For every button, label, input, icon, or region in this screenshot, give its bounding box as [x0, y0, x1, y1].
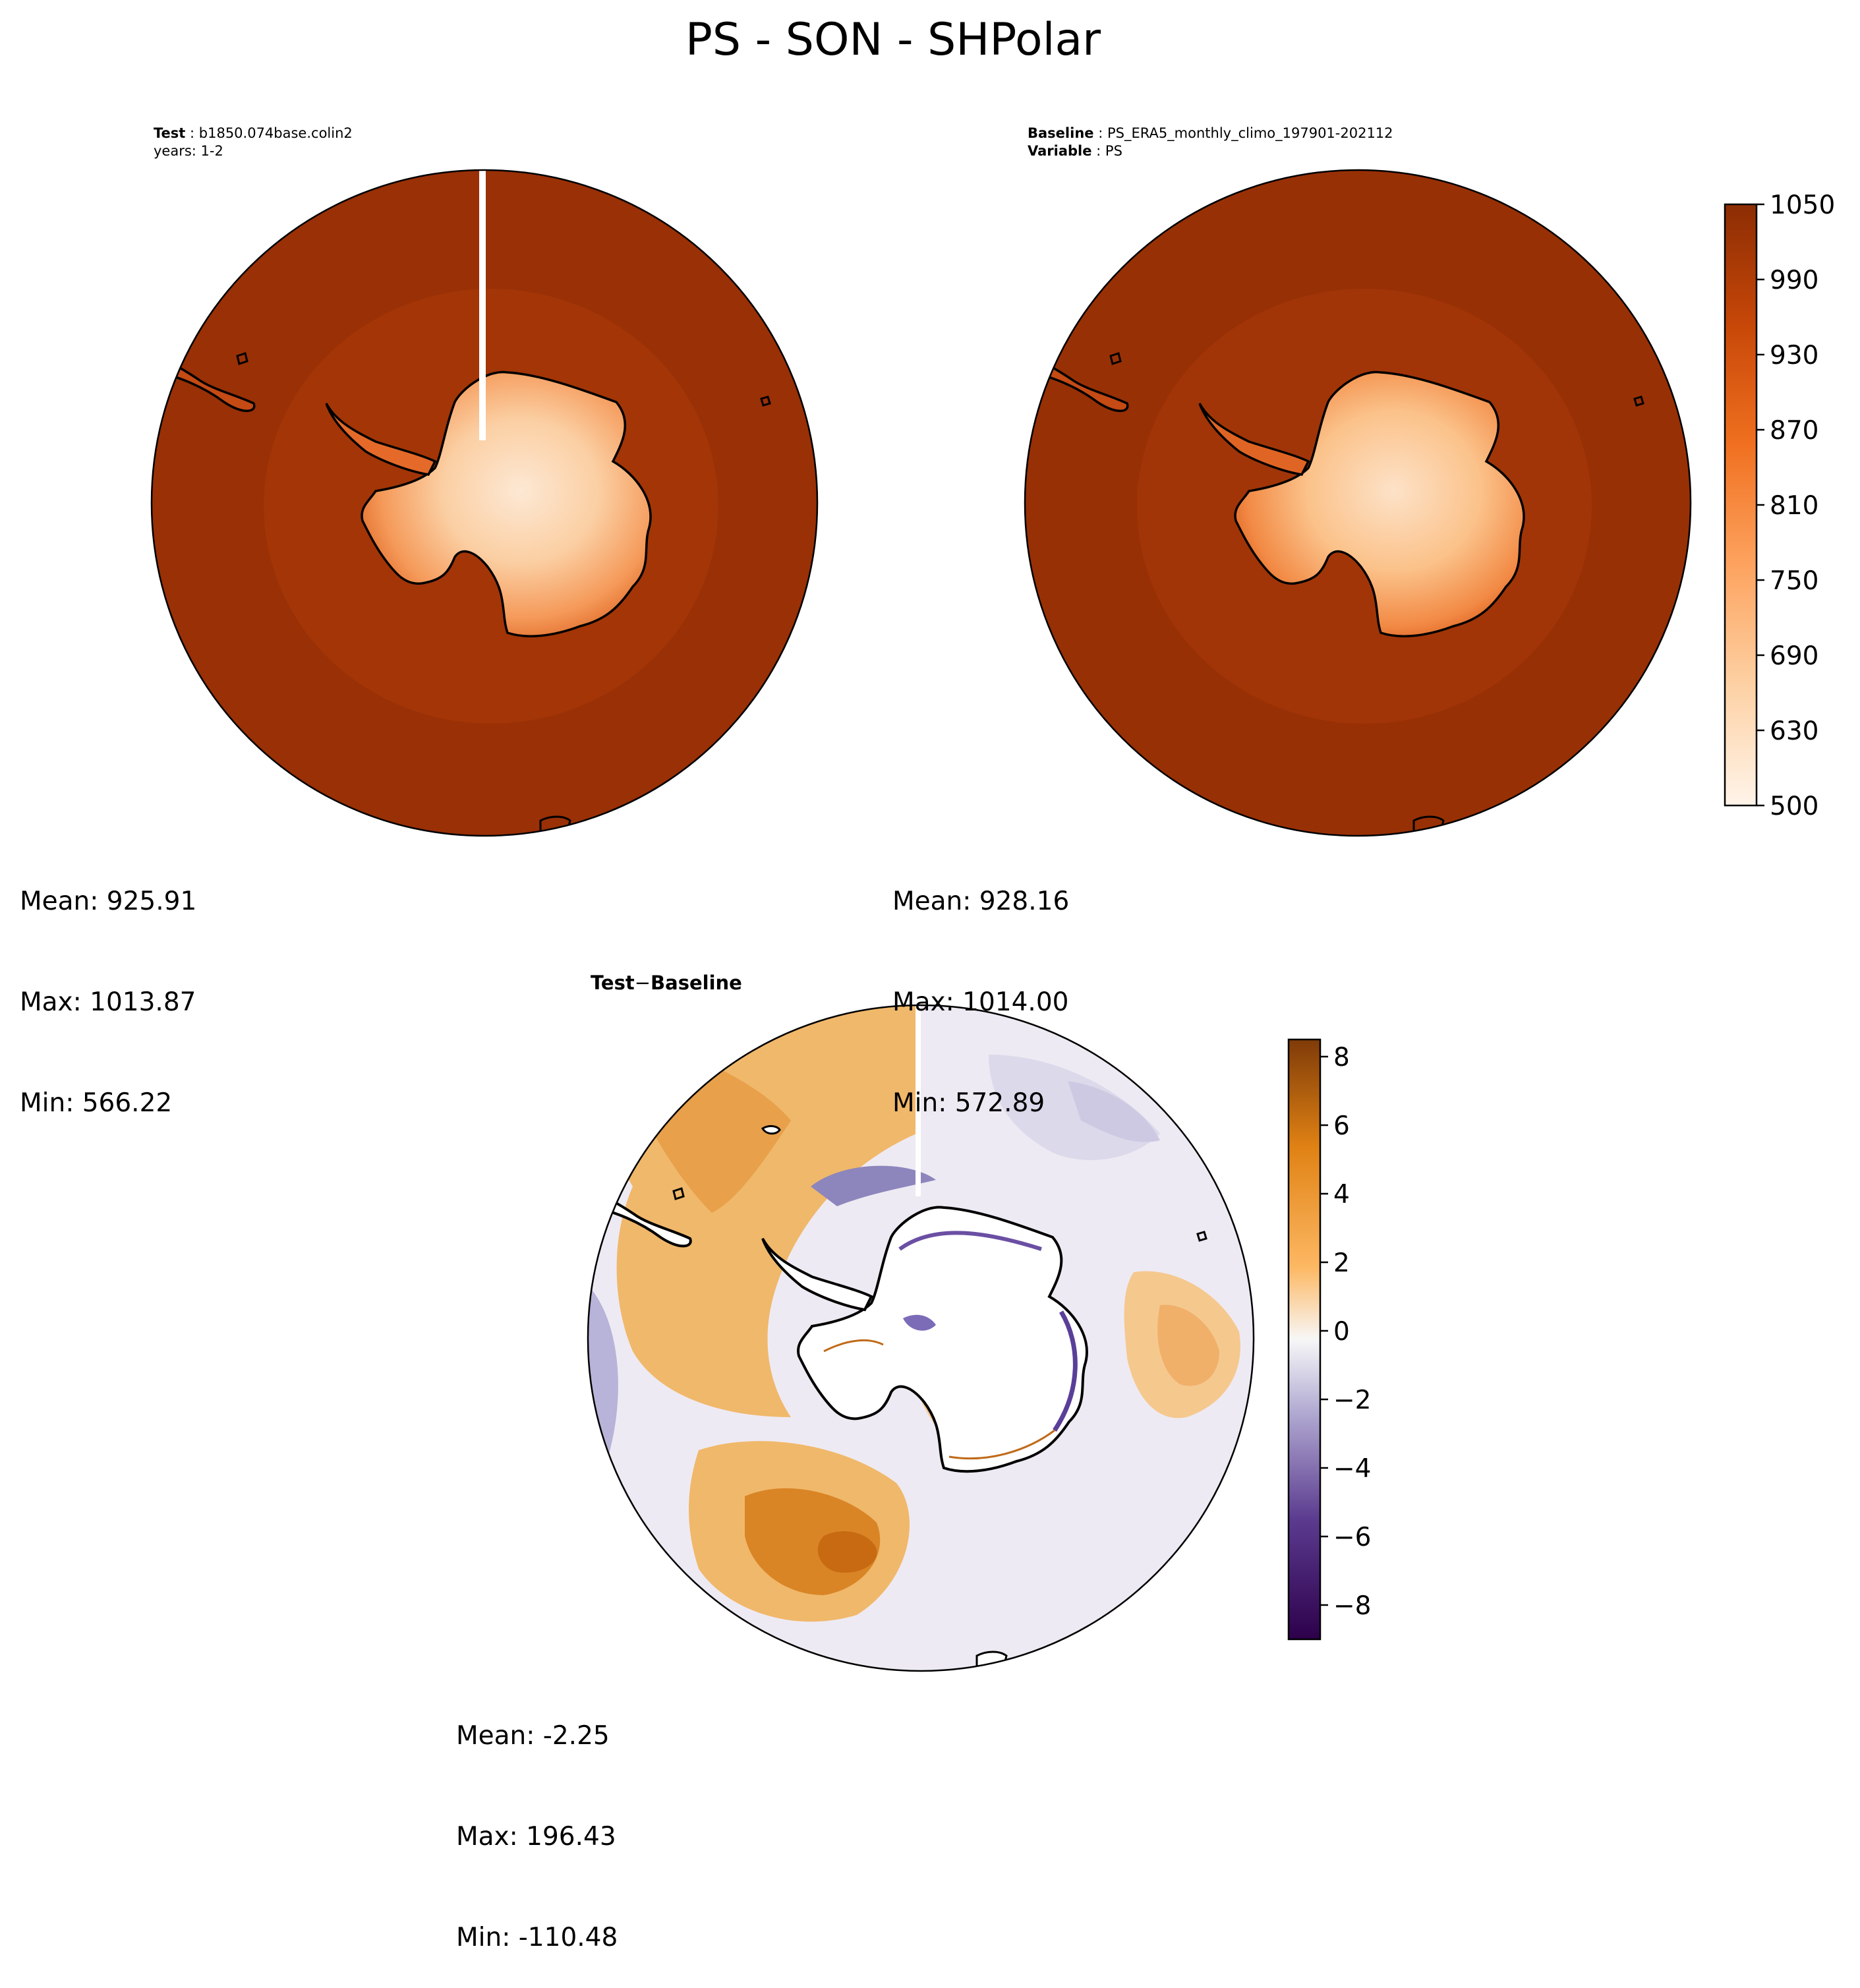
pressure-colorbar-tick-label: 870	[1770, 416, 1818, 446]
difference-colorbar-tick-label: −6	[1333, 1523, 1372, 1552]
baseline-variable-label: Variable : PS	[1028, 143, 1122, 159]
diff-coastal-contour	[898, 1231, 1042, 1251]
pressure-colorbar	[1724, 203, 1758, 807]
difference-colorbar-tick-label: 2	[1333, 1248, 1350, 1278]
diff-coastal-contour	[823, 1339, 884, 1353]
diff-positive-region	[1157, 1304, 1219, 1386]
diff-negative-region	[1068, 1081, 1160, 1142]
diff-map-frame	[587, 1004, 1255, 1672]
diff-coastal-contour	[1053, 1310, 1078, 1432]
baseline-stats: Mean: 928.16 Max: 1014.00 Min: 572.89	[892, 817, 1069, 1154]
test-island	[236, 352, 248, 365]
difference-colorbar-tick-label: −4	[1333, 1454, 1372, 1484]
diff-strong-positive-region	[817, 1531, 877, 1573]
difference-colorbar-tick-label: −2	[1333, 1386, 1372, 1415]
diff-panel: Test−Baseline	[587, 972, 1372, 1672]
figure-canvas: PS - SON - SHPolar Test : b1850.074base.…	[150, 14, 1835, 1672]
difference-colorbar-tick-label: 0	[1333, 1317, 1350, 1347]
diff-coastal-contour	[948, 1429, 1055, 1460]
baseline-antarctica	[1234, 370, 1525, 637]
pressure-colorbar-tick-label: 810	[1770, 491, 1818, 521]
test-years-label: years: 1-2	[154, 143, 223, 159]
baseline-island	[1109, 352, 1122, 365]
pressure-colorbar-tick-label: 990	[1770, 266, 1818, 295]
baseline-map	[1025, 170, 1691, 836]
diff-stat-mean: Mean: -2.25	[456, 1721, 610, 1751]
test-stat-min: Min: 566.22	[20, 1088, 173, 1118]
pressure-colorbar-tick-label: 630	[1770, 716, 1818, 746]
figure-title: PS - SON - SHPolar	[685, 14, 1101, 66]
test-stat-mean: Mean: 925.91	[20, 887, 197, 916]
pressure-colorbar-tick-label: 930	[1770, 341, 1818, 370]
diff-label: Test−Baseline	[591, 972, 742, 994]
baseline-island	[1633, 395, 1644, 407]
test-panel: Test : b1850.074base.colin2 years: 1-2	[150, 125, 819, 837]
diff-map	[588, 1005, 1254, 1671]
test-label: Test : b1850.074base.colin2	[154, 125, 353, 141]
diff-negative-region	[811, 1165, 936, 1206]
diff-stat-max: Max: 196.43	[456, 1822, 616, 1852]
difference-colorbar-tick-label: −8	[1333, 1591, 1372, 1621]
diff-interior-patch	[903, 1314, 936, 1331]
baseline-map-frame	[1024, 169, 1692, 837]
difference-colorbar-ticks: −8 −6 −4 −2 0 2 4 6 8	[1320, 1043, 1372, 1621]
baseline-panel: Baseline : PS_ERA5_monthly_climo_197901-…	[1024, 125, 1835, 837]
test-stat-max: Max: 1013.87	[20, 987, 196, 1017]
baseline-label: Baseline : PS_ERA5_monthly_climo_197901-…	[1028, 125, 1393, 142]
difference-colorbar-tick-label: 8	[1333, 1043, 1350, 1072]
baseline-stat-mean: Mean: 928.16	[892, 887, 1070, 916]
difference-colorbar-tick-label: 6	[1333, 1111, 1350, 1141]
pressure-colorbar-tick-label: 1050	[1770, 190, 1835, 220]
test-map-frame	[150, 169, 819, 837]
baseline-peninsula	[1198, 403, 1310, 476]
diff-stats: Mean: -2.25 Max: 196.43 Min: -110.48	[456, 1652, 618, 1988]
pressure-colorbar-tick-label: 690	[1770, 641, 1818, 671]
diff-stat-min: Min: -110.48	[456, 1923, 618, 1952]
difference-colorbar-tick-label: 4	[1333, 1180, 1350, 1210]
diff-island	[761, 1125, 781, 1135]
pressure-colorbar-tick-label: 750	[1770, 566, 1818, 596]
pressure-colorbar-tick-label: 500	[1770, 792, 1818, 821]
diff-seam-line	[915, 1005, 921, 1196]
diff-island	[672, 1187, 685, 1200]
test-antarctica	[361, 370, 652, 637]
baseline-stat-max: Max: 1014.00	[892, 987, 1069, 1017]
diff-island	[1196, 1231, 1207, 1242]
test-map	[152, 170, 817, 836]
pressure-colorbar-ticks: 500 630 690 750 810 870 930 990 1050	[1757, 190, 1835, 821]
diff-antarctica	[797, 1206, 1088, 1473]
diff-peninsula	[761, 1238, 873, 1312]
test-seam-line	[479, 170, 486, 440]
test-peninsula	[325, 403, 437, 476]
difference-colorbar	[1287, 1038, 1322, 1641]
test-island	[760, 395, 771, 407]
baseline-stat-min: Min: 572.89	[892, 1088, 1045, 1118]
test-stats: Mean: 925.91 Max: 1013.87 Min: 566.22	[20, 817, 196, 1154]
